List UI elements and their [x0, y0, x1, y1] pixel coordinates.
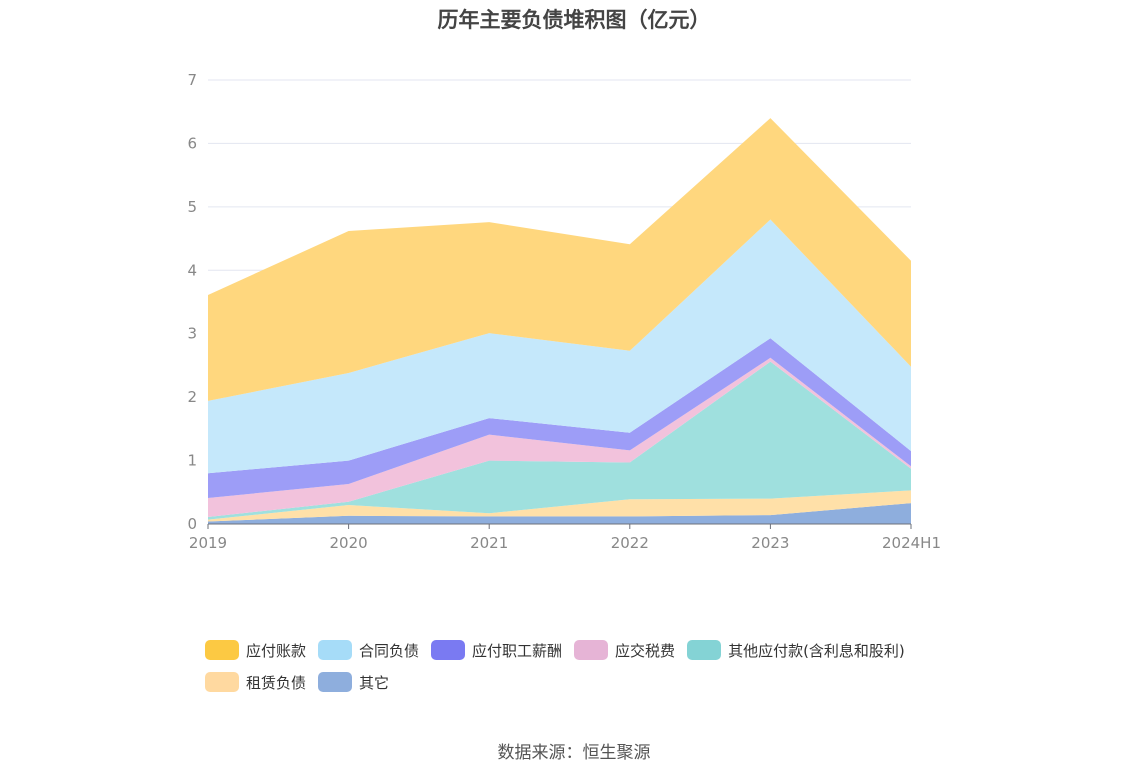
legend-label: 其它	[359, 673, 390, 692]
legend-swatch	[431, 640, 466, 660]
y-tick-label: 5	[187, 198, 197, 216]
x-tick-label: 2021	[470, 534, 508, 552]
legend-swatch	[318, 672, 353, 692]
legend-label: 其他应付款(含利息和股利)	[728, 641, 905, 660]
legend: 应付账款 合同负债 应付职工薪酬 应交税费 其他应付款(含利息和股利) 租赁负债 其它	[205, 638, 965, 702]
area-series	[208, 219, 911, 474]
area-series	[208, 490, 911, 522]
area-layer	[208, 118, 911, 524]
x-tick-label: 2019	[189, 534, 227, 552]
legend-item[interactable]: 租赁负债	[205, 670, 306, 694]
legend-swatch	[687, 640, 722, 660]
axis-layer: 0 1 2 3 4 5 6 7 2019 2020 2021 2022 2023 2024H1	[187, 71, 941, 552]
legend-item[interactable]: 应付账款	[205, 638, 306, 662]
area-series	[208, 118, 911, 401]
legend-swatch	[318, 640, 353, 660]
area-series	[208, 338, 911, 498]
y-tick-label: 4	[187, 261, 197, 279]
legend-item[interactable]: 应付职工薪酬	[431, 638, 562, 662]
x-tick-label: 2023	[751, 534, 789, 552]
y-tick-label: 3	[187, 325, 197, 343]
legend-label: 合同负债	[359, 641, 420, 660]
area-series	[208, 361, 911, 520]
legend-swatch	[205, 672, 239, 692]
y-tick-label: 6	[187, 134, 197, 152]
legend-item[interactable]: 合同负债	[318, 638, 419, 662]
y-tick-label: 1	[187, 452, 197, 470]
area-series	[208, 503, 911, 524]
data-source-note: 数据来源：恒生聚源	[497, 743, 651, 763]
y-tick-label: 2	[187, 388, 197, 406]
legend-swatch	[205, 640, 239, 660]
chart-title: 历年主要负债堆积图（亿元）	[437, 8, 711, 32]
legend-label: 应付职工薪酬	[472, 641, 563, 660]
y-tick-label: 7	[187, 71, 197, 89]
y-tick-label: 0	[187, 515, 197, 533]
legend-label: 应付账款	[246, 641, 307, 660]
legend-label: 租赁负债	[246, 673, 307, 692]
x-tick-label: 2020	[330, 534, 368, 552]
legend-item[interactable]: 应交税费	[574, 638, 675, 662]
legend-swatch	[574, 640, 609, 660]
legend-item[interactable]: 其他应付款(含利息和股利)	[687, 638, 905, 662]
legend-item[interactable]: 其它	[318, 670, 389, 694]
area-series	[208, 357, 911, 517]
x-tick-label: 2024H1	[882, 534, 941, 552]
x-tick-label: 2022	[611, 534, 649, 552]
legend-label: 应交税费	[615, 641, 676, 660]
